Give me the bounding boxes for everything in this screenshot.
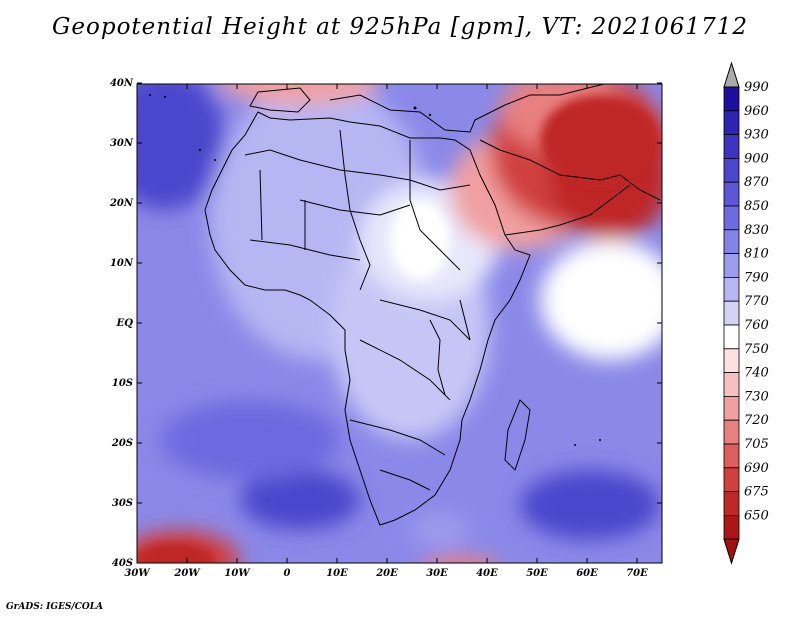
colorbar-label: 770 [744, 294, 769, 309]
colorbar-label: 790 [744, 270, 769, 285]
lon-tick-label: 70E [626, 568, 648, 579]
colorbar-label: 740 [744, 366, 769, 381]
credit-text: GrADS: IGES/COLA [6, 602, 104, 612]
lon-tick-label: 50E [526, 568, 548, 579]
colorbar-label: 720 [744, 413, 769, 428]
colorbar-label: 960 [744, 104, 769, 119]
lon-tick-label: 10W [224, 568, 251, 579]
colorbar-label: 870 [744, 175, 769, 190]
colorbar-label: 930 [744, 128, 769, 143]
colorbar-swatch [723, 515, 740, 540]
lat-tick-label: 10S [112, 378, 133, 389]
lat-tick-label: 40N [110, 78, 134, 89]
colorbar-label: 750 [744, 342, 769, 357]
colorbar-swatch [723, 491, 740, 516]
colorbar-swatch [723, 229, 740, 255]
colorbar-swatch [723, 157, 740, 183]
lon-tick-label: 30E [426, 568, 448, 579]
colorbar-swatch [723, 395, 740, 421]
colorbar-label: 730 [744, 389, 769, 404]
colorbar-label: 675 [744, 485, 769, 500]
colorbar-label: 850 [744, 199, 769, 214]
lon-tick-label: 10E [326, 568, 348, 579]
colorbar-label: 900 [744, 151, 769, 166]
colorbar-swatch [723, 134, 740, 159]
colorbar-swatch [723, 300, 740, 326]
lat-tick-label: 40S [112, 558, 133, 569]
coastlines [204, 84, 661, 526]
colorbar-label: 705 [744, 437, 769, 452]
colorbar-swatch [723, 181, 740, 207]
colorbar-label: 810 [744, 247, 769, 262]
colorbar-over-triangle [723, 61, 740, 88]
colorbar-swatch [723, 253, 740, 278]
colorbar-label: 690 [744, 461, 769, 476]
lon-tick-label: 0 [284, 568, 291, 579]
colorbar-swatch [723, 443, 740, 469]
colorbar-swatch [723, 86, 740, 112]
height-field [137, 84, 662, 563]
colorbar-swatch [723, 372, 740, 397]
map-axes: 30W 20W 10W 0 10E 20E 30E 40E 50E 60E 70E 40N 30N 20N… [109, 78, 662, 579]
colorbar-label: 830 [744, 223, 769, 238]
lat-tick-label: 20N [109, 198, 134, 209]
lat-tick-label: 30S [112, 498, 133, 509]
colorbar-label: 650 [744, 508, 769, 523]
colorbar-swatch [723, 467, 740, 492]
lon-tick-label: 20W [173, 568, 201, 579]
lon-tick-label: 40E [476, 568, 498, 579]
lat-tick-label: 20S [111, 438, 133, 449]
lat-tick-label: 10N [110, 258, 134, 269]
colorbar-swatch [723, 276, 740, 302]
colorbar-swatch [723, 348, 740, 373]
colorbar-swatch [723, 324, 740, 350]
colorbar-under-triangle [723, 538, 740, 565]
lat-tick-label: 30N [110, 138, 134, 149]
chart-title: Geopotential Height at 925hPa [gpm], VT:… [52, 14, 748, 40]
colorbar-swatch [723, 110, 740, 136]
colorbar: 990 960 930 900 870 850 830 810 790 770 760 750 740 7… [723, 61, 769, 565]
colorbar-swatch [723, 205, 740, 231]
colorbar-swatch [723, 419, 740, 445]
lat-tick-label: EQ [116, 318, 134, 329]
colorbar-label: 760 [744, 318, 769, 333]
lon-tick-label: 60E [576, 568, 598, 579]
colorbar-label: 990 [744, 80, 769, 95]
lon-tick-label: 30W [124, 568, 151, 579]
lon-tick-label: 20E [375, 568, 398, 579]
